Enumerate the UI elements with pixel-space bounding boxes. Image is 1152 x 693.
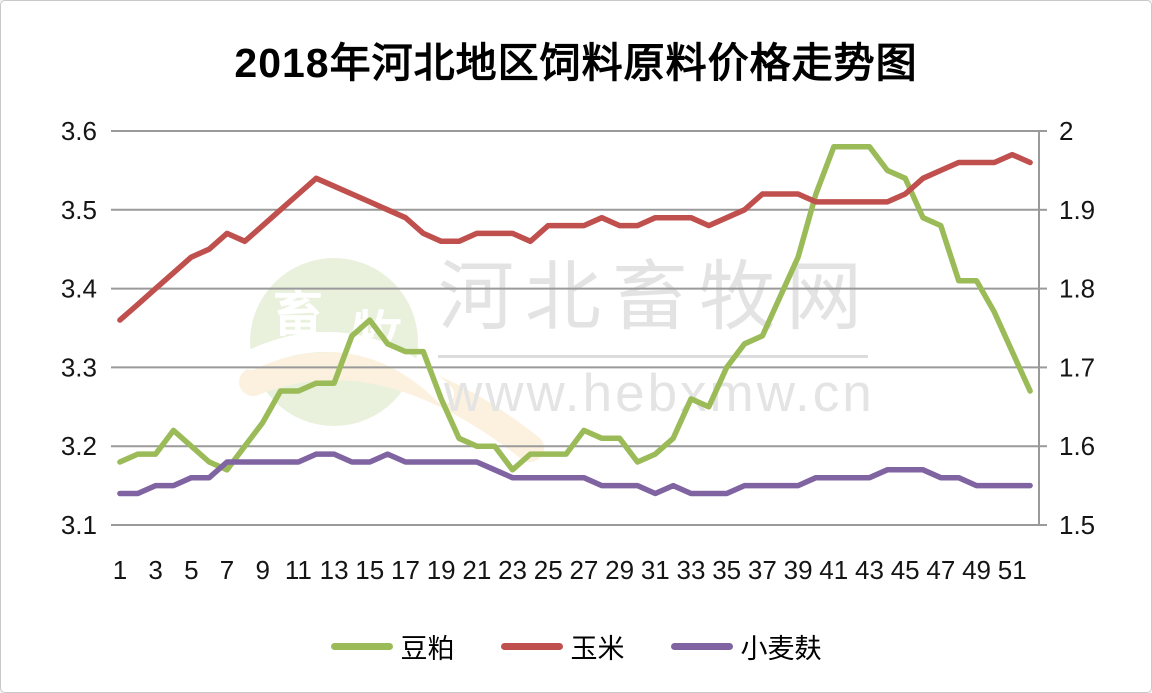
right-axis-tick-label: 1.9 bbox=[1059, 195, 1095, 225]
legend-label-soybean-meal: 豆粕 bbox=[400, 634, 455, 664]
x-axis-tick-label: 23 bbox=[498, 555, 527, 585]
x-axis-tick-label: 37 bbox=[748, 555, 777, 585]
legend-swatch-corn bbox=[500, 643, 563, 650]
x-axis-tick-label: 25 bbox=[534, 555, 563, 585]
x-axis-tick-label: 47 bbox=[926, 555, 955, 585]
left-axis-tick-label: 3.3 bbox=[61, 352, 97, 382]
left-axis-tick-label: 3.4 bbox=[61, 274, 97, 304]
series-line-corn bbox=[117, 151, 1033, 323]
x-axis-tick-label: 51 bbox=[998, 555, 1027, 585]
left-axis-tick-label: 3.2 bbox=[61, 431, 97, 461]
legend-label-corn: 玉米 bbox=[570, 634, 625, 664]
x-axis-tick-label: 43 bbox=[855, 555, 884, 585]
legend-swatch-soybean-meal bbox=[330, 643, 393, 650]
watermark-underline bbox=[438, 355, 868, 358]
x-axis-tick-label: 45 bbox=[891, 555, 920, 585]
x-axis-tick-label: 17 bbox=[391, 555, 420, 585]
x-axis-tick-label: 35 bbox=[712, 555, 741, 585]
left-axis-tick-label: 3.6 bbox=[61, 116, 97, 146]
x-axis-tick-label: 15 bbox=[355, 555, 384, 585]
x-axis-tick-label: 49 bbox=[962, 555, 991, 585]
x-axis-tick-label: 1 bbox=[113, 555, 127, 585]
right-axis-tick-label: 1.5 bbox=[1059, 510, 1095, 540]
legend-item-wheat-bran: 小麦麸 bbox=[670, 627, 822, 666]
legend-label-wheat-bran: 小麦麸 bbox=[740, 634, 822, 664]
right-axis-tick-label: 1.8 bbox=[1059, 274, 1095, 304]
right-axis-tick-label: 1.6 bbox=[1059, 431, 1095, 461]
series-line-soybean-meal bbox=[117, 144, 1033, 473]
legend-swatch-wheat-bran bbox=[670, 643, 733, 650]
x-axis-tick-label: 11 bbox=[285, 555, 312, 585]
series-line-wheat-bran bbox=[117, 451, 1033, 497]
watermark-site-url: www.hebxmw.cn bbox=[444, 364, 875, 423]
x-axis-tick-label: 7 bbox=[220, 555, 234, 585]
legend-item-corn: 玉米 bbox=[500, 627, 625, 666]
x-axis-tick-label: 19 bbox=[427, 555, 456, 585]
chart-title: 2018年河北地区饲料原料价格走势图 bbox=[234, 40, 918, 86]
x-axis-tick-label: 9 bbox=[255, 555, 269, 585]
x-axis-tick-label: 41 bbox=[819, 555, 848, 585]
x-axis-tick-label: 21 bbox=[462, 555, 491, 585]
x-axis-tick-label: 29 bbox=[605, 555, 634, 585]
x-axis-tick-label: 31 bbox=[641, 555, 670, 585]
x-axis-tick-label: 27 bbox=[569, 555, 598, 585]
left-axis-tick-label: 3.5 bbox=[61, 195, 97, 225]
watermark-logo-char-1: 畜 bbox=[273, 286, 323, 342]
right-axis-tick-label: 2 bbox=[1059, 116, 1073, 146]
x-axis-tick-label: 33 bbox=[677, 555, 706, 585]
right-axis-tick-label: 1.7 bbox=[1059, 352, 1095, 382]
watermark-logo-char-2: 牧 bbox=[352, 307, 402, 363]
x-axis-tick-label: 13 bbox=[320, 555, 349, 585]
x-axis-tick-label: 39 bbox=[784, 555, 813, 585]
legend: 豆粕 玉米 小麦麸 bbox=[1, 627, 1151, 666]
left-axis-tick-label: 3.1 bbox=[61, 510, 97, 540]
x-axis-tick-label: 5 bbox=[184, 555, 198, 585]
x-axis-tick-label: 3 bbox=[148, 555, 162, 585]
legend-item-soybean-meal: 豆粕 bbox=[330, 627, 455, 666]
